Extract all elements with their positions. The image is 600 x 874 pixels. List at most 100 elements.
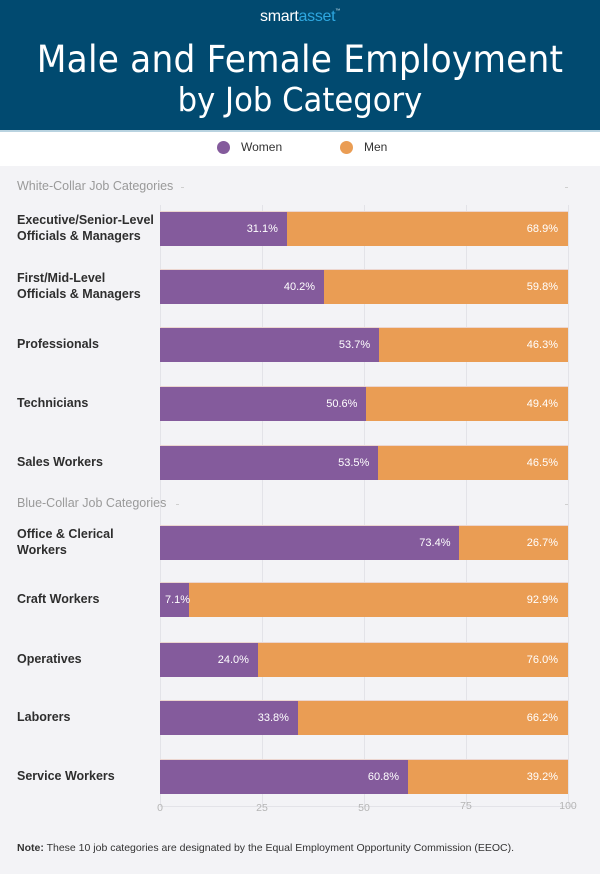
value-label-women: 24.0%: [217, 654, 249, 666]
bar-women: [160, 701, 298, 735]
section-dash-right: [565, 187, 568, 188]
value-label-women: 31.1%: [246, 223, 278, 235]
category-label-line: Executive/Senior-Level: [17, 213, 154, 227]
bar-women: [160, 212, 287, 246]
section-dash: [176, 504, 179, 505]
category-label: Sales Workers: [17, 454, 157, 470]
bar-men: [459, 526, 568, 560]
x-tick-label: 75: [460, 800, 472, 812]
category-label: Laborers: [17, 709, 157, 725]
category-label-line: Officials & Managers: [17, 229, 141, 243]
value-label-women: 53.5%: [338, 457, 370, 469]
gridline-25: [262, 205, 263, 806]
section-dash-right: [565, 504, 568, 505]
legend-item-men: Men: [340, 140, 387, 154]
bar-women: [160, 270, 325, 304]
value-label-women: 60.8%: [367, 771, 400, 783]
bar-top-edge: [160, 327, 568, 328]
category-label: Professionals: [17, 336, 157, 352]
bar-women: [160, 526, 460, 560]
chart-title-line2: by Job Category: [177, 80, 423, 119]
bar-men: [257, 643, 568, 677]
category-label: Craft Workers: [17, 591, 157, 607]
value-label-men: 68.9%: [526, 223, 558, 235]
category-label: First/Mid-Level Officials & Managers: [17, 270, 157, 302]
logo-part2: asset: [298, 8, 336, 25]
bar-men: [188, 583, 568, 617]
category-label: Office & Clerical Workers: [17, 526, 157, 558]
header: smartasset™ Male and Female Employment b…: [0, 0, 600, 132]
x-tick-label: 25: [256, 802, 268, 814]
value-label-men: 92.9%: [526, 594, 558, 606]
x-tick-label: 100: [559, 800, 577, 812]
bar-top-edge: [160, 759, 568, 760]
category-label-line: Workers: [17, 543, 67, 557]
category-label: Technicians: [17, 395, 157, 411]
footnote: Note: These 10 job categories are design…: [17, 842, 514, 854]
x-axis-line: [160, 806, 576, 807]
bar-top-edge: [160, 700, 568, 701]
value-label-women: 40.2%: [283, 281, 316, 293]
value-label-men: 26.7%: [526, 537, 558, 549]
bar-men: [366, 387, 568, 421]
category-label-line: First/Mid-Level: [17, 271, 106, 285]
bar-women: [160, 328, 380, 362]
bar-top-edge: [160, 269, 568, 270]
value-label-men: 66.2%: [526, 712, 558, 724]
smartasset-logo: smartasset™: [0, 8, 600, 26]
bar-top-edge: [160, 386, 568, 387]
legend-item-women: Women: [217, 140, 282, 154]
bar-men: [379, 328, 568, 362]
bar-men: [324, 270, 568, 304]
bar-women: [160, 760, 409, 794]
value-label-men: 39.2%: [526, 771, 558, 783]
value-label-men: 46.3%: [526, 339, 558, 351]
bar-men: [378, 446, 568, 480]
category-label-line: Service Workers: [17, 769, 115, 783]
bar-top-edge: [160, 445, 568, 446]
value-label-men: 59.8%: [526, 281, 558, 293]
gridline-100: [568, 205, 569, 806]
value-label-men: 76.0%: [526, 654, 558, 666]
bar-women: [160, 643, 258, 677]
bar-men: [286, 212, 568, 246]
chart-title-line1: Male and Female Employment: [36, 38, 564, 81]
gridline-75: [466, 205, 467, 806]
note-text: These 10 job categories are designated b…: [43, 842, 515, 854]
section-label-blue-collar: Blue-Collar Job Categories: [17, 496, 167, 510]
bar-men: [408, 760, 568, 794]
category-label-line: Professionals: [17, 337, 99, 351]
category-label-line: Technicians: [17, 396, 89, 410]
logo-part1: smart: [260, 8, 299, 25]
bar-top-edge: [160, 211, 568, 212]
bar-women: [160, 583, 189, 617]
category-label-line: Craft Workers: [17, 592, 100, 606]
logo-trademark: ™: [335, 8, 340, 14]
value-label-women: 7.1%: [165, 594, 191, 606]
bar-women: [160, 446, 379, 480]
value-label-women: 73.4%: [419, 537, 451, 549]
bar-top-edge: [160, 642, 568, 643]
value-label-women: 50.6%: [326, 398, 358, 410]
x-tick-label: 50: [358, 802, 370, 814]
note-label: Note:: [17, 842, 44, 854]
category-label-line: Operatives: [17, 652, 82, 666]
category-label: Operatives: [17, 651, 157, 667]
category-label-line: Sales Workers: [17, 455, 103, 469]
legend: Women Men: [0, 132, 600, 166]
category-label-line: Laborers: [17, 710, 71, 724]
category-label-line: Officials & Managers: [17, 287, 141, 301]
value-label-women: 53.7%: [338, 339, 371, 351]
legend-dot-women-icon: [217, 140, 230, 154]
category-label: Executive/Senior-Level Officials & Manage…: [17, 212, 157, 244]
legend-label-men: Men: [364, 140, 388, 154]
category-label: Service Workers: [17, 768, 157, 784]
bar-women: [160, 387, 367, 421]
value-label-men: 46.5%: [526, 457, 558, 469]
legend-label-women: Women: [241, 140, 283, 154]
gridline-0: [160, 205, 161, 806]
bar-top-edge: [160, 525, 568, 526]
section-label-white-collar: White-Collar Job Categories: [17, 179, 174, 193]
gridline-50: [364, 205, 365, 806]
category-label-line: Office & Clerical: [17, 527, 114, 541]
